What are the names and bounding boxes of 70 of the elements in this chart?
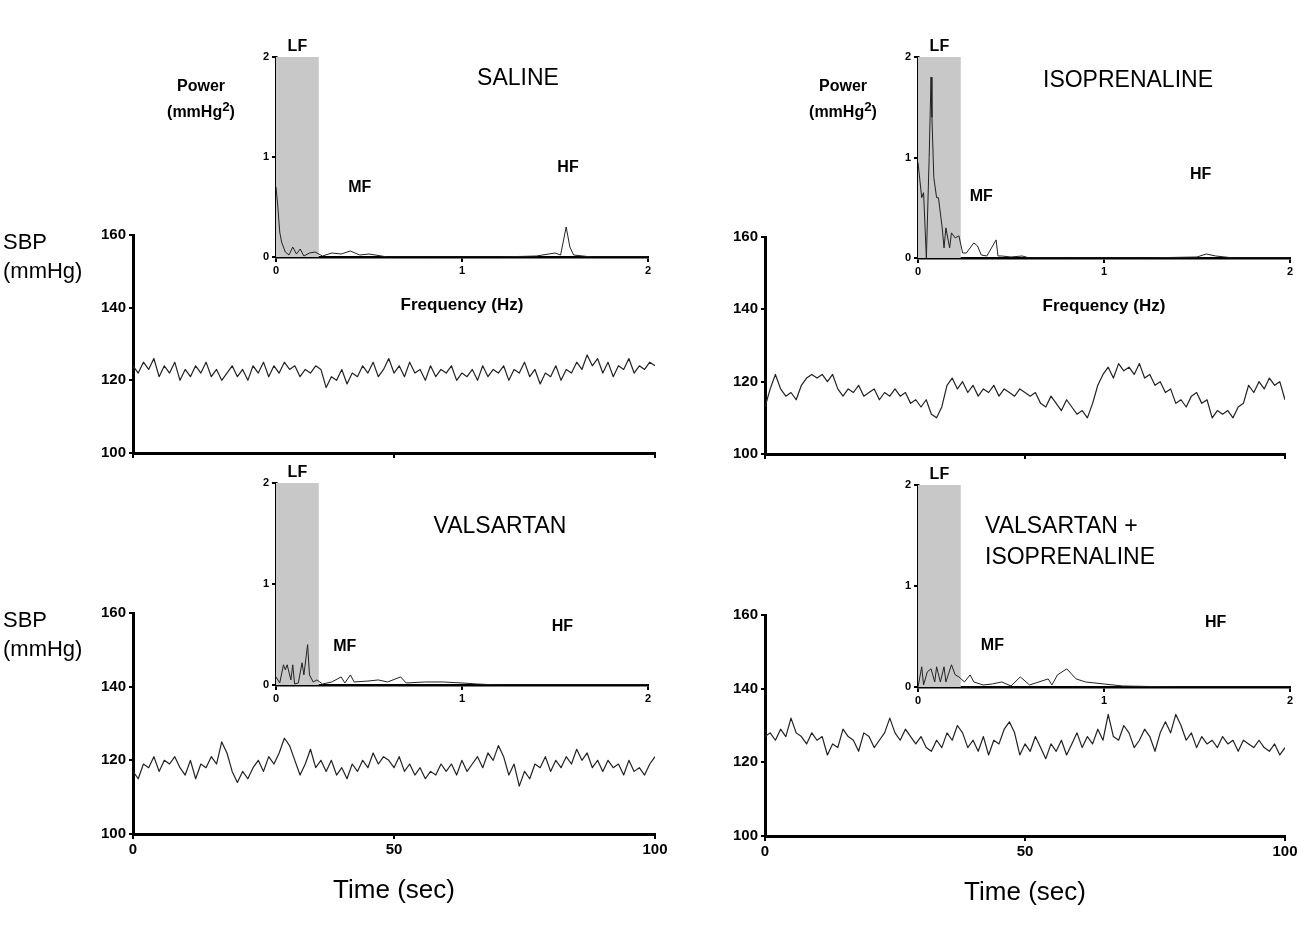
annotation: MF [979, 634, 1005, 655]
x-axis-title: Frequency (Hz) [399, 295, 525, 315]
x-tick-label: 0 [914, 264, 922, 277]
x-tick-label: 2 [1286, 264, 1294, 277]
y-tick-label: 140 [732, 678, 758, 696]
y-axis-title: Power (mmHg$^{2}$) [166, 76, 236, 123]
annotation: HF [1203, 612, 1228, 633]
y-tick-label: 120 [100, 750, 126, 768]
y-tick-label: 160 [100, 225, 126, 243]
y-tick-label: 100 [100, 824, 126, 842]
y-tick-label: 2 [262, 476, 269, 489]
y-axis-title: Power (mmHg$^{2}$) [808, 76, 878, 123]
band-label: LF [287, 463, 308, 481]
x-tick-label: 0 [128, 840, 138, 858]
band-label: LF [929, 465, 950, 483]
x-tick-label: 50 [385, 840, 403, 858]
x-tick-label: 1 [458, 263, 466, 276]
x-tick-label: 1 [1100, 693, 1108, 706]
annotation: MF [332, 635, 358, 656]
x-tick-label: 1 [1100, 264, 1108, 277]
annotation: HF [1189, 163, 1213, 184]
y-tick-label: 160 [732, 605, 758, 623]
y-tick-label: 100 [100, 443, 126, 461]
x-tick-label: 2 [1286, 693, 1294, 706]
x-tick-label: 1 [458, 691, 466, 704]
y-tick-label: 100 [732, 444, 758, 462]
y-tick-label: 2 [262, 50, 269, 63]
x-axis-title: Time (sec) [332, 874, 456, 905]
band-label: LF [287, 37, 308, 55]
y-tick-label: 120 [732, 752, 758, 770]
y-axis-title: SBP (mmHg) [3, 228, 83, 285]
y-tick-label: 1 [262, 150, 269, 163]
y-tick-label: 160 [100, 603, 126, 621]
text: VALSARTAN [432, 511, 568, 540]
y-tick-label: 120 [732, 371, 758, 389]
chart-title: SALINE [476, 63, 560, 92]
x-tick-label: 0 [272, 691, 280, 704]
annotation: MF [968, 185, 994, 206]
x-tick-label: 50 [1016, 842, 1034, 860]
y-tick-label: 140 [732, 299, 758, 317]
x-axis-title: Frequency (Hz) [1041, 296, 1167, 316]
y-tick-label: 0 [262, 250, 269, 263]
x-tick-label: 2 [644, 691, 652, 704]
chart-title: ISOPRENALINE [1042, 65, 1214, 94]
y-tick-label: 2 [904, 50, 911, 63]
x-tick-label: 100 [1272, 842, 1298, 860]
y-tick-label: 0 [904, 680, 911, 693]
x-tick-label: 100 [642, 840, 668, 858]
y-tick-label: 0 [904, 251, 911, 264]
x-tick-label: 2 [644, 263, 652, 276]
x-tick-label: 0 [272, 263, 280, 276]
y-tick-label: 1 [904, 579, 911, 592]
annotation: HF [556, 157, 580, 177]
text: VALSARTAN + ISOPRENALINE [985, 511, 1156, 571]
y-tick-label: 1 [904, 150, 911, 163]
y-tick-label: 140 [100, 297, 126, 315]
y-tick-label: 140 [100, 676, 126, 694]
y-axis-title: SBP (mmHg) [3, 606, 83, 663]
annotation: MF [347, 177, 373, 197]
y-tick-label: 160 [732, 227, 758, 245]
y-tick-label: 1 [262, 577, 269, 590]
y-tick-label: 2 [904, 478, 911, 491]
y-tick-label: 120 [100, 370, 126, 388]
band-label: LF [929, 37, 950, 55]
x-tick-label: 0 [760, 842, 770, 860]
x-axis-title: Time (sec) [963, 876, 1087, 907]
y-tick-label: 0 [262, 678, 269, 691]
x-tick-label: 0 [914, 693, 922, 706]
annotation: HF [550, 616, 575, 637]
y-tick-label: 100 [732, 826, 758, 844]
